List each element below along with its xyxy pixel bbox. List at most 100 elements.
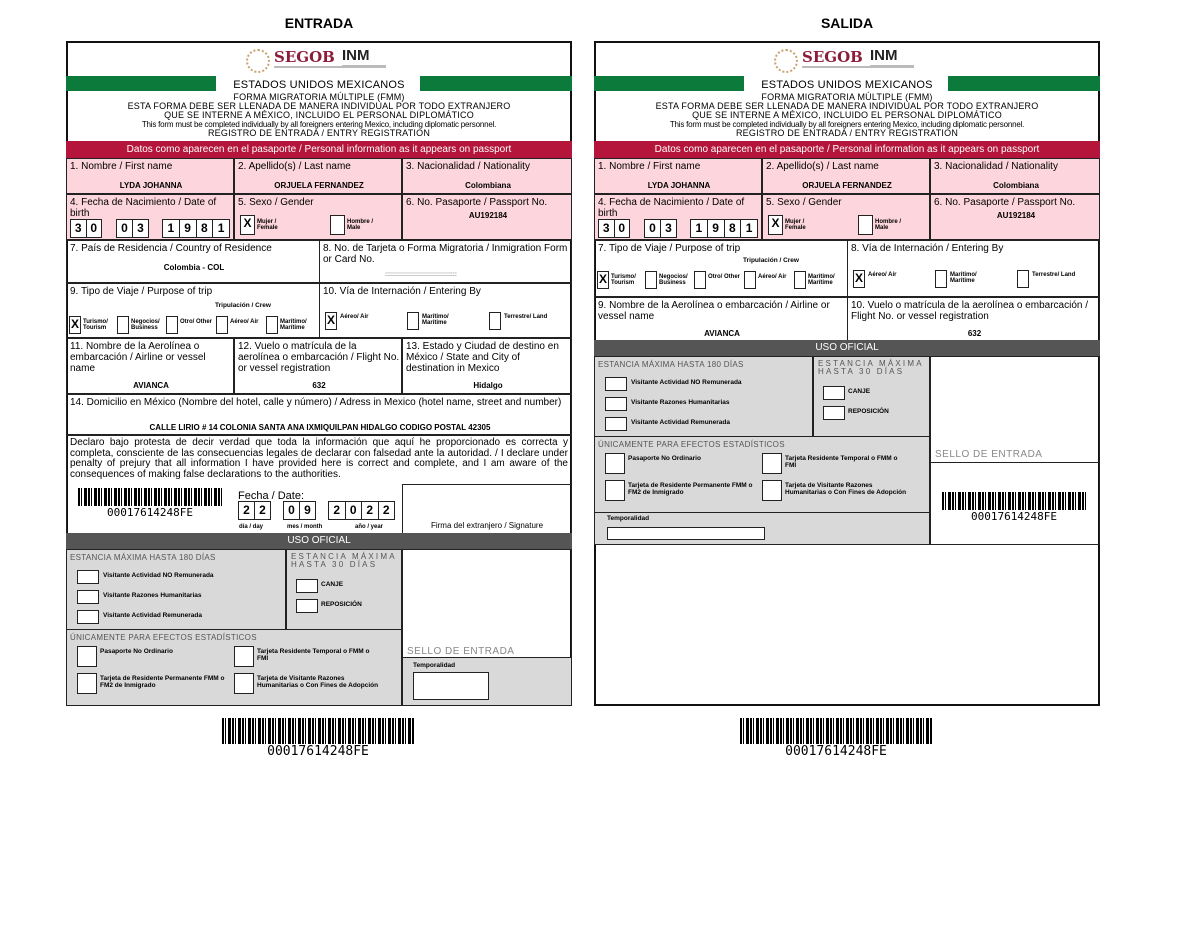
stay-30-title: ESTANCIA MÁXIMA HASTA 30 DÍAS [818,359,924,376]
stay-180-checkbox[interactable] [77,610,99,624]
entry-option-checkbox[interactable] [407,312,419,330]
destination-field: 13. Estado y Ciudad de destino en México… [402,338,572,394]
segob-logo: SEGOB [274,48,335,66]
stay-30-checkbox[interactable] [823,406,845,420]
stay-180-title: ESTANCIA MÁXIMA HASTA 180 DÍAS [598,360,744,369]
stay-30-section: ESTANCIA MÁXIMA HASTA 30 DÍAS CANJE REPOSI… [286,549,402,630]
statistics-checkbox[interactable] [77,646,97,667]
statistics-checkbox[interactable] [605,480,625,501]
declaration-section: Declaro bajo protesta de decir verdad qu… [66,435,572,535]
segob-seal-icon [774,49,798,73]
digit: 2 [239,502,255,519]
first-name-label: 1. Nombre / First name [70,161,173,172]
entering-by-field: 8. Vía de Internación / Entering By Aéreo… [847,240,1100,297]
statistics-checkbox[interactable] [762,453,782,474]
temporality-input[interactable] [413,672,489,700]
residence-label: 7. País de Residencia / Country of Resid… [70,243,272,254]
nationality-value: Colombiana [465,181,511,190]
digit: 2 [382,503,390,517]
entry-option-checkbox[interactable] [325,312,337,330]
trip-option-checkbox[interactable] [645,271,657,289]
stay-180-option-label: Visitante Razones Humanitarias [631,399,730,406]
digit: 3 [665,221,672,235]
green-bar-left [594,76,744,91]
salida-bottom-barcode-number: 00017614248FE [785,744,887,759]
female-checkbox[interactable] [240,215,255,235]
first-name-value: LYDA JOHANNA [119,181,183,190]
stay-180-option-label: Visitante Actividad Remunerada [103,612,202,619]
flight-number-label: 12. Vuelo o matrícula de la aerolínea o … [238,341,400,374]
statistics-checkbox[interactable] [762,480,782,501]
stay-180-checkbox[interactable] [605,377,627,391]
temporality-input[interactable] [607,527,765,540]
birth-date-label: 4. Fecha de Nacimiento / Date of birth [70,197,217,219]
card-number-label: 8. No. de Tarjeta o Forma Migratoria / I… [323,243,568,265]
trip-option-checkbox[interactable] [597,271,609,289]
trip-option-label: Marítimo/ Marítime [280,319,307,331]
official-use-band: USO OFICIAL [66,533,572,549]
entry-option-checkbox[interactable] [935,270,947,288]
trip-option-checkbox[interactable] [694,271,706,289]
stay-30-checkbox[interactable] [296,599,318,613]
statistics-checkbox[interactable] [234,673,254,694]
salida-bottom-barcode [740,718,932,744]
statistics-checkbox[interactable] [605,453,625,474]
male-checkbox[interactable] [330,215,345,235]
airline-value: AVIANCA [133,381,169,390]
stay-180-checkbox[interactable] [77,590,99,604]
trip-option-checkbox[interactable] [166,316,178,334]
stay-180-title: ESTANCIA MÁXIMA HASTA 180 DÍAS [70,553,216,562]
statistics-checkbox[interactable] [234,646,254,667]
trip-option-checkbox[interactable] [69,316,81,334]
entry-option-checkbox[interactable] [853,270,865,288]
stay-180-checkbox[interactable] [77,570,99,584]
last-name-label: 2. Apellido(s) / Last name [238,161,351,172]
segob-subtitle-line [274,66,354,68]
trip-option-checkbox[interactable] [744,271,756,289]
male-checkbox[interactable] [858,215,873,235]
stay-180-checkbox[interactable] [605,417,627,431]
destination-label: 13. Estado y Ciudad de destino en México… [406,341,559,374]
female-checkbox[interactable] [768,215,783,235]
passport-value: AU192184 [468,211,508,220]
passport-label: 6. No. Pasaporte / Passport No. [406,197,548,208]
date-label: Fecha / Date: [238,490,305,502]
inm-subtitle-line [870,65,914,68]
trip-option-checkbox[interactable] [794,271,806,289]
entry-option-checkbox[interactable] [1017,270,1029,288]
stay-180-checkbox[interactable] [605,397,627,411]
trip-option-checkbox[interactable] [117,316,129,334]
stay-30-checkbox[interactable] [296,579,318,593]
country-title: ESTADOS UNIDOS MEXICANOS [761,79,933,91]
stay-30-option-label: REPOSICIÓN [848,408,889,415]
salida-barcode [942,492,1086,510]
residence-value: Colombia - COL [163,263,225,272]
inm-logo: INM [342,47,370,64]
digit: 3 [71,220,87,237]
trip-option-checkbox[interactable] [216,316,228,334]
trip-option-label: Aéreo/ Air [758,274,787,280]
stay-30-option-label: CANJE [321,581,344,588]
signature-field[interactable]: Firma del extranjero / Signature [402,484,572,535]
trip-option-label: Negocios/ Business [659,274,688,286]
instruction-line-1: ESTA FORMA DEBE SER LLENADA DE MANERA IN… [655,101,1039,111]
first-name-value: LYDA JOHANNA [647,181,711,190]
barcode-area: 00017614248FE [930,462,1100,545]
entry-option-checkbox[interactable] [489,312,501,330]
stay-30-section: ESTANCIA MÁXIMA HASTA 30 DÍAS CANJE REPOSI… [813,356,930,437]
green-bar-left [66,76,216,91]
temporality-section: Temporalidad [594,512,930,545]
stay-30-checkbox[interactable] [823,386,845,400]
statistics-checkbox[interactable] [77,673,97,694]
stay-180-option-label: Visitante Razones Humanitarias [103,592,202,599]
trip-option-checkbox[interactable] [266,316,278,334]
